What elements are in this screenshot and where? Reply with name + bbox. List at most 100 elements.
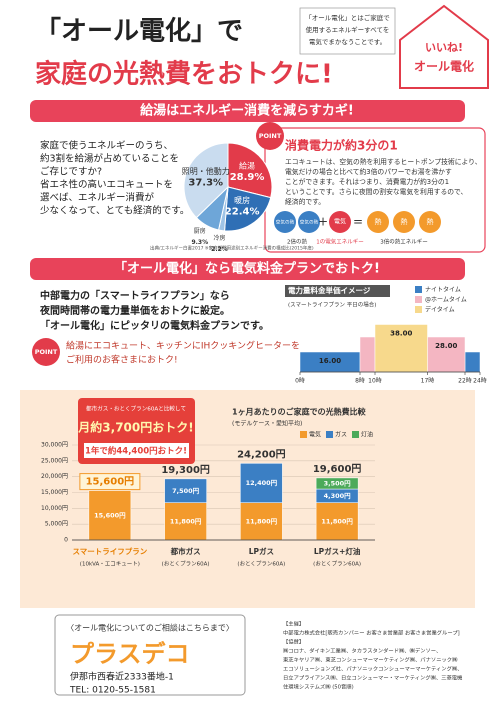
air-text: 空気の熱 [300,219,319,226]
rate-legend-swatch [415,306,422,313]
body-line: 家庭で使うエネルギーのうち、 [40,140,173,152]
title-line2: 家庭の光熱費をおトクに! [35,59,333,90]
bar-segment [164,478,207,503]
air-text: 空気の熱 [276,219,295,226]
point-badge-text: POINT [35,348,58,356]
rate-block [464,351,481,373]
pie-value: 2.2% [211,246,228,253]
heat-circle [393,211,415,233]
rate-value: 38.00 [390,330,412,338]
segment-label: 7,500円 [172,487,200,495]
y-tick-label: 5,000円 [45,521,68,528]
pie-label: 冷房 [213,234,225,242]
note-box [299,7,396,55]
legend-swatch [300,431,307,438]
electric-text: 電気 [334,218,346,226]
rate-tick-label: 0時 [295,377,305,385]
sponsor-line: 中部電力株式会社[販売カンパニー お客さま営業部 お客さま営業グループ] [283,629,460,637]
chart-subtitle: (モデルケース・愛知平均) [232,420,302,428]
note-line: 使用するエネルギーすべてを [306,25,390,34]
rate-legend-label: @ホームタイム [425,296,467,304]
total-label: 24,200円 [237,448,286,460]
body-line: ご存じですか? [40,166,102,178]
title-line1: 「オール電化」で [35,16,243,47]
contact-box [54,614,246,696]
heat-circle [367,211,389,233]
point-line: ということです。さらに夜間の割安な電気を利用するので、 [285,187,467,196]
rate-tick-label: 24時 [473,377,487,385]
bar-segment [315,477,359,490]
equals: = [353,215,363,229]
rate-tick-label: 22時 [458,377,472,385]
segment-label: 12,400円 [246,479,278,487]
pie-label: 暖房 [234,195,250,205]
bar-segment [240,502,283,541]
bar-segment [164,502,207,541]
heat-text: 熱 [401,217,408,226]
y-tick-label: 15,000円 [41,489,68,496]
chart-title: 1ヶ月あたりのご家庭での光熱費比較 [232,407,367,417]
rate-legend-swatch [415,286,422,293]
legend-label: 灯油 [361,431,373,439]
category-plan: (10kVA・エコキュート) [80,561,140,568]
rate-title-box [285,285,390,297]
heat-text: 熱 [375,217,382,226]
sponsor-line: 【主催】 [283,620,304,628]
rate-block [359,336,376,373]
pie-value: 28.9% [230,172,265,183]
body-line: 「オール電化」にピッタリの電気料金プランです。 [40,319,269,332]
section2-title: 「オール電化」なら電気料金プランでおトク! [114,261,380,277]
sponsor-line: 日立アプライアンス㈱、日立コンシューマー・マーケティング㈱、三菱電機 [283,674,463,682]
segment-label: 11,800円 [246,517,278,525]
bar-segment [88,490,132,541]
rate-title: 電力量料金単価イメージ [288,285,371,295]
pie-slice [224,186,272,232]
air-circle [298,211,320,233]
callout-line3: 1年で約44,400円おトク! [85,446,187,457]
total-box [79,473,141,491]
category-plan: (おとくプラン60A) [237,561,285,568]
point-line: 経済的です。 [285,197,325,206]
pie-value: 37.3% [188,178,223,189]
sponsor-line: エコソリューションズ社、パナソニックコンシューマーマーケティング㈱、 [283,665,462,673]
note-line: 電気でまかなうことです。 [309,37,386,46]
category-name: スマートライフプラン [72,546,147,556]
total-label: 15,600円 [86,476,135,488]
note-line: 「オール電化」とはご家庭で [305,13,390,22]
tel: TEL: 0120-55-1581 [69,686,156,696]
category-name: LPガス+灯油 [314,546,361,556]
air-circle [274,211,296,233]
section1-title: 給湯はエネルギー消費を減らすカギ! [140,103,354,119]
total-label: 19,600円 [313,463,362,475]
sponsor-line: 【協賛】 [283,638,304,646]
point-heading: 消費電力が約3分の1 [285,138,398,153]
y-tick-label: 10,000円 [41,505,68,512]
callout-line1: 都市ガス・おとくプラン60Aと比較して [86,405,186,413]
total-label: 19,300円 [161,464,210,476]
legend-swatch [326,431,333,438]
body-line: 選べば、エネルギー消費が [40,192,155,204]
rate-legend-swatch [415,296,422,303]
sponsor-line: ㈱コロナ、ダイキン工業㈱、タカラスタンダード㈱、㈱デンソー、 [283,647,441,655]
segment-label: 11,800円 [170,517,202,525]
diagram-caption: 3倍の熱エネルギー [380,238,428,246]
section2-banner [30,258,465,280]
bar-segment [240,463,283,503]
point-line: 給湯にエコキュート、キッチンにIHクッキングヒーターを [66,340,300,352]
y-tick-label: 0 [64,537,68,544]
y-tick-label: 25,000円 [41,457,68,464]
rate-value: 16.00 [319,357,341,365]
rate-tick-label: 8時 [355,377,365,385]
rate-value: 28.00 [435,342,457,350]
pie-source: 出典/エネルギー白書2017 ※家庭部門用途別エネルギー消費の構成比(2015年… [150,245,314,252]
pie-label: 厨房 [194,227,206,235]
y-tick-label: 20,000円 [41,473,68,480]
badge-line2: オール電化 [414,59,474,74]
point-badge-text: POINT [259,132,282,140]
pie-slice [183,142,229,219]
point-badge [32,338,60,366]
y-tick-label: 30,000円 [41,442,68,449]
body-line: 夜間時間帯の電力量単価をおトクに設定。 [39,304,230,317]
